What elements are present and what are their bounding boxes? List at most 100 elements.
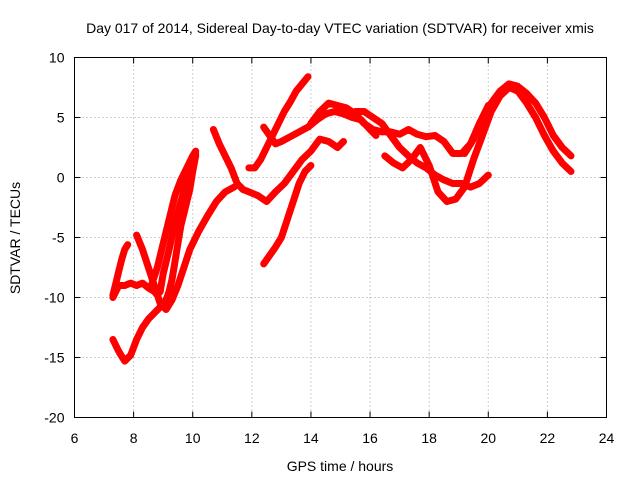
data-point (272, 188, 279, 195)
data-point (183, 164, 190, 171)
data-point (139, 280, 146, 287)
data-point (287, 133, 294, 140)
data-point (145, 264, 152, 271)
data-point (177, 222, 184, 229)
data-point (183, 178, 190, 185)
data-point (127, 352, 134, 359)
data-point (127, 280, 134, 287)
satellite-track-1 (109, 152, 200, 365)
data-point (148, 282, 155, 289)
data-point (541, 114, 548, 121)
data-point (216, 140, 223, 147)
data-point (287, 98, 294, 105)
data-point (254, 192, 261, 199)
data-point (296, 180, 303, 187)
data-point (449, 180, 456, 187)
y-tick-label: -10 (44, 290, 64, 306)
data-point (151, 310, 158, 317)
y-tick-label: 0 (57, 170, 65, 186)
data-point (222, 188, 229, 195)
data-point (340, 138, 347, 145)
data-point (559, 144, 566, 151)
data-point (163, 306, 170, 313)
satellite-track-12 (381, 84, 575, 205)
data-point (121, 358, 128, 365)
data-point (195, 228, 202, 235)
data-point (139, 324, 146, 331)
data-point (304, 73, 311, 80)
axis-ticks (74, 57, 607, 418)
data-point (514, 83, 521, 90)
series-line (381, 84, 575, 205)
data-point (263, 198, 270, 205)
data-point (417, 144, 424, 151)
data-point (485, 172, 492, 179)
data-traces (109, 73, 575, 365)
data-point (488, 100, 495, 107)
data-point (174, 282, 181, 289)
y-tick-label: -15 (44, 350, 64, 366)
data-point (423, 133, 430, 140)
y-tick-label: 5 (57, 110, 65, 126)
data-point (139, 246, 146, 253)
data-point (479, 116, 486, 123)
data-point (174, 240, 181, 247)
data-point (340, 110, 347, 117)
data-point (470, 156, 477, 163)
data-point (299, 80, 306, 87)
data-point (325, 138, 332, 145)
satellite-track-7 (245, 73, 312, 172)
satellite-track-5 (147, 147, 200, 289)
data-point (192, 148, 199, 155)
data-point (228, 164, 235, 171)
data-point (432, 132, 439, 139)
data-point (278, 234, 285, 241)
data-point (171, 220, 178, 227)
data-point (169, 296, 176, 303)
data-point (378, 120, 385, 127)
data-point (213, 198, 220, 205)
satellite-track-13 (461, 80, 575, 160)
data-point (426, 162, 433, 169)
data-point (166, 288, 173, 295)
data-point (160, 240, 167, 247)
data-point (157, 300, 164, 307)
data-point (166, 216, 173, 223)
data-point (281, 108, 288, 115)
data-point (284, 216, 291, 223)
data-point (272, 244, 279, 251)
data-point (266, 252, 273, 259)
data-point (316, 136, 323, 143)
data-point (266, 132, 273, 139)
data-point (169, 276, 176, 283)
data-point (109, 292, 116, 299)
data-point (272, 140, 279, 147)
data-point (532, 114, 539, 121)
data-point (497, 88, 504, 95)
data-point (245, 188, 252, 195)
data-point (322, 110, 329, 117)
data-point (180, 264, 187, 271)
data-point (124, 241, 131, 248)
data-point (435, 188, 442, 195)
y-tick-labels: -20 -15 -10 -5 0 5 10 (44, 50, 64, 426)
data-point (293, 88, 300, 95)
x-tick-label: 10 (185, 430, 201, 446)
data-point (405, 126, 412, 133)
data-point (133, 232, 140, 239)
chart-title: Day 017 of 2014, Sidereal Day-to-day VTE… (86, 20, 594, 36)
data-point (479, 132, 486, 139)
data-point (541, 132, 548, 139)
data-point (278, 138, 285, 145)
data-point (390, 160, 397, 167)
data-point (160, 270, 167, 277)
data-point (154, 264, 161, 271)
data-point (361, 120, 368, 127)
data-point (109, 336, 116, 343)
data-point (467, 184, 474, 191)
data-point (145, 316, 152, 323)
data-point (133, 336, 140, 343)
data-point (234, 180, 241, 187)
x-tick-label: 24 (599, 430, 615, 446)
data-point (440, 176, 447, 183)
